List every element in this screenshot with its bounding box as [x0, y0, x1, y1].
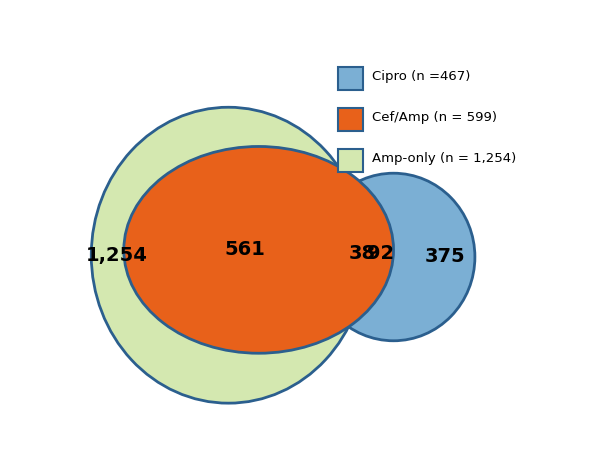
Text: Amp-only (n = 1,254): Amp-only (n = 1,254) — [371, 152, 516, 165]
Text: Cipro (n =467): Cipro (n =467) — [371, 70, 470, 83]
Ellipse shape — [124, 146, 394, 353]
Ellipse shape — [312, 173, 475, 341]
Text: Cef/Amp (n = 599): Cef/Amp (n = 599) — [371, 112, 497, 125]
FancyBboxPatch shape — [338, 108, 364, 131]
Text: 92: 92 — [367, 244, 394, 263]
FancyBboxPatch shape — [338, 67, 364, 90]
FancyBboxPatch shape — [338, 149, 364, 172]
Text: 375: 375 — [424, 248, 465, 267]
Text: 561: 561 — [224, 240, 265, 259]
Ellipse shape — [91, 107, 365, 403]
Text: 38: 38 — [349, 244, 376, 263]
Text: 1,254: 1,254 — [86, 246, 148, 265]
